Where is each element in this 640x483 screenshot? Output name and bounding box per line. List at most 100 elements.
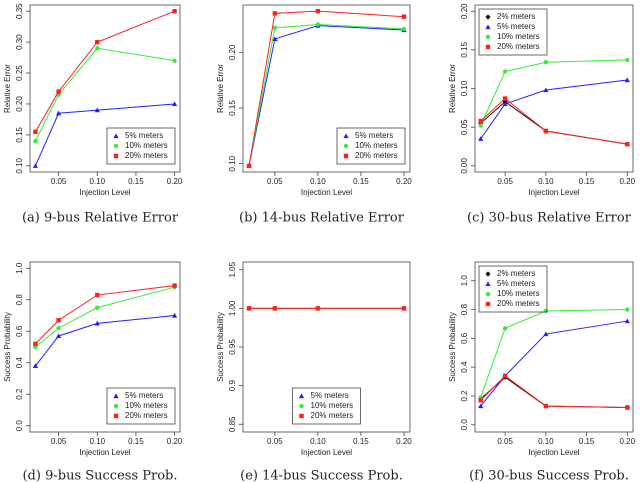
legend-marker bbox=[343, 153, 349, 159]
x-tick-label: 0.20 bbox=[167, 437, 183, 446]
marker bbox=[272, 25, 278, 31]
marker bbox=[502, 96, 508, 101]
legend-marker bbox=[485, 14, 491, 20]
caption: (d) 9-bus Success Prob. bbox=[22, 469, 177, 483]
y-tick-label: 0.9 bbox=[228, 380, 237, 392]
marker bbox=[56, 333, 62, 339]
marker bbox=[33, 129, 38, 134]
marker bbox=[625, 57, 630, 63]
legend-label: 20% meters bbox=[497, 299, 540, 308]
y-axis-label: Relative Error bbox=[216, 64, 225, 113]
x-tick-label: 0.20 bbox=[167, 177, 183, 186]
y-tick-label: 0.4 bbox=[460, 361, 469, 373]
legend-box bbox=[106, 387, 176, 425]
marker bbox=[502, 69, 508, 74]
marker bbox=[502, 326, 508, 331]
caption: (c) 30-bus Relative Error bbox=[467, 211, 632, 226]
marker bbox=[172, 8, 177, 14]
x-axis-label: Injection Level bbox=[528, 448, 579, 457]
x-tick-label: 0.10 bbox=[310, 177, 326, 186]
plot-frame bbox=[29, 261, 181, 433]
marker bbox=[95, 305, 100, 310]
y-tick-label: 1.0 bbox=[460, 275, 469, 287]
legend-label: 2% meters bbox=[497, 269, 535, 278]
legend-marker bbox=[485, 34, 491, 40]
y-axis-label: Success Probability bbox=[448, 312, 457, 382]
legend-label: 10% meters bbox=[497, 289, 540, 298]
marker bbox=[543, 403, 549, 409]
legend-marker bbox=[343, 133, 349, 139]
marker bbox=[478, 403, 484, 409]
y-tick-label: 0.20 bbox=[228, 44, 237, 60]
marker bbox=[315, 8, 321, 14]
caption: (b) 14-bus Relative Error bbox=[239, 211, 405, 226]
series-line bbox=[480, 97, 628, 145]
legend-label: 10% meters bbox=[311, 401, 354, 410]
legend-label: 10% meters bbox=[497, 32, 540, 41]
y-tick-label: 0.10 bbox=[460, 80, 469, 96]
y-tick-label: 1.0 bbox=[15, 262, 24, 274]
caption: (f) 30-bus Success Prob. bbox=[469, 469, 629, 483]
x-axis-label: Injection Level bbox=[79, 188, 130, 197]
marker bbox=[246, 306, 252, 311]
y-tick-label: 0.8 bbox=[460, 303, 469, 315]
panel: 0.05 0.10 0.15 0.20 0.0 0.2 0.4 0.6 0.8 1.0 Inject… bbox=[448, 261, 636, 483]
y-tick-label: 0.05 bbox=[460, 119, 469, 135]
x-tick-label: 0.05 bbox=[51, 437, 67, 446]
legend-label: 20% meters bbox=[125, 411, 168, 420]
legend-marker bbox=[485, 271, 491, 277]
marker bbox=[401, 14, 407, 19]
marker bbox=[56, 110, 62, 116]
legend-marker bbox=[298, 393, 305, 399]
x-tick-label: 0.05 bbox=[267, 177, 283, 186]
x-axis-label: Injection Level bbox=[79, 448, 130, 457]
series-line bbox=[480, 320, 628, 407]
x-tick-label: 0.10 bbox=[89, 177, 105, 186]
legend-label: 5% meters bbox=[125, 391, 163, 400]
legend-marker bbox=[113, 413, 119, 419]
marker bbox=[272, 36, 278, 42]
marker bbox=[94, 320, 100, 326]
marker bbox=[172, 58, 177, 63]
panel: 0.05 0.10 0.15 0.20 0.00 0.05 0.10 0.15 0.20 Inje… bbox=[448, 3, 636, 226]
series-line bbox=[35, 286, 175, 348]
panel: 0.05 0.10 0.15 0.20 0.10 0.15 0.20 Injection Le… bbox=[216, 4, 412, 226]
x-tick-label: 0.15 bbox=[579, 177, 595, 186]
legend-marker bbox=[113, 403, 119, 409]
legend-label: 20% meters bbox=[355, 151, 398, 160]
legend-marker bbox=[113, 393, 119, 399]
panel: 0.05 0.10 0.15 0.20 0.10 0.15 0.20 0.25 0.30 0.35… bbox=[3, 3, 183, 226]
marker bbox=[478, 136, 484, 141]
marker bbox=[624, 318, 630, 324]
y-tick-label: 0.15 bbox=[15, 127, 24, 143]
x-tick-label: 0.05 bbox=[497, 177, 513, 186]
legend-label: 5% meters bbox=[125, 131, 163, 140]
legend-marker bbox=[485, 291, 491, 297]
series-line bbox=[480, 59, 628, 126]
series-line bbox=[480, 79, 628, 140]
y-tick-label: 0.20 bbox=[15, 96, 24, 112]
legend-label: 5% meters bbox=[355, 131, 393, 140]
marker bbox=[56, 318, 61, 323]
series-line bbox=[34, 103, 175, 167]
y-tick-label: 0.10 bbox=[228, 155, 237, 171]
y-axis-label: Relative Error bbox=[3, 64, 12, 113]
legend-label: 10% meters bbox=[355, 141, 398, 150]
panel: 0.05 0.10 0.15 0.20 0.0 0.2 0.4 0.6 0.8 1.0 Inject… bbox=[3, 261, 183, 483]
legend-box bbox=[106, 127, 176, 165]
legend-box bbox=[336, 127, 406, 165]
y-tick-label: 0.6 bbox=[460, 332, 469, 344]
y-tick-label: 1.05 bbox=[228, 261, 237, 277]
x-tick-label: 0.15 bbox=[353, 437, 369, 446]
legend-marker bbox=[113, 133, 119, 139]
x-tick-label: 0.20 bbox=[620, 437, 636, 446]
legend-marker bbox=[299, 403, 304, 409]
marker bbox=[315, 22, 321, 27]
series-line bbox=[35, 315, 175, 367]
marker bbox=[625, 405, 630, 410]
marker bbox=[56, 89, 61, 94]
